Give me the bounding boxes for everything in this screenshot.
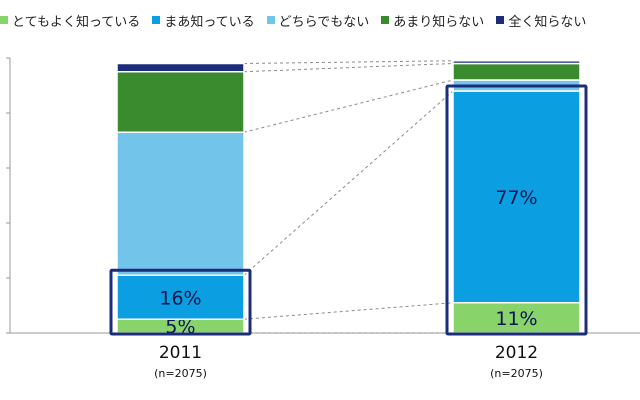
data-label: 16% xyxy=(159,287,201,309)
legend-label: あまり知らない xyxy=(393,14,485,30)
bar-segment xyxy=(452,60,581,65)
bar-segment xyxy=(116,274,245,320)
connector-line xyxy=(243,302,454,320)
legend-swatch xyxy=(0,16,8,24)
bar-segment xyxy=(452,90,581,304)
legend-swatch xyxy=(266,16,275,24)
chart-legend: とてもよく知っている まあ知っている どちらでもない あまり知らない 全く知らない xyxy=(0,10,640,30)
connector-line xyxy=(243,79,454,133)
legend-label: 全く知らない xyxy=(508,14,587,30)
legend-label: まあ知っている xyxy=(164,14,255,30)
x-tick-label: 2011 xyxy=(158,343,203,363)
legend-item: まあ知っている xyxy=(152,11,255,30)
bar-segment xyxy=(116,71,245,133)
sample-size-label: (n=2075) xyxy=(154,367,207,380)
bar-segment xyxy=(452,62,581,81)
bar-segment xyxy=(116,62,245,73)
legend-label: どちらでもない xyxy=(278,14,370,30)
legend-swatch xyxy=(381,16,390,24)
highlight-box xyxy=(445,84,588,336)
highlight-box xyxy=(109,268,252,336)
connector-line xyxy=(243,90,454,276)
data-label: 11% xyxy=(495,308,537,330)
legend-label: とてもよく知っている xyxy=(12,14,141,30)
data-label: 77% xyxy=(495,187,537,209)
legend-item: 全く知らない xyxy=(496,11,586,30)
legend-item: あまり知らない xyxy=(381,11,484,30)
bar-segment xyxy=(116,131,245,276)
x-tick-label: 2012 xyxy=(494,343,539,363)
legend-item: とてもよく知っている xyxy=(0,11,140,30)
connector-line xyxy=(243,60,454,64)
legend-swatch xyxy=(152,16,161,24)
legend-swatch xyxy=(496,16,505,24)
bar-segment xyxy=(452,302,581,334)
legend-item: どちらでもない xyxy=(266,11,370,30)
sample-size-label: (n=2075) xyxy=(490,367,543,380)
connector-line xyxy=(243,63,454,73)
